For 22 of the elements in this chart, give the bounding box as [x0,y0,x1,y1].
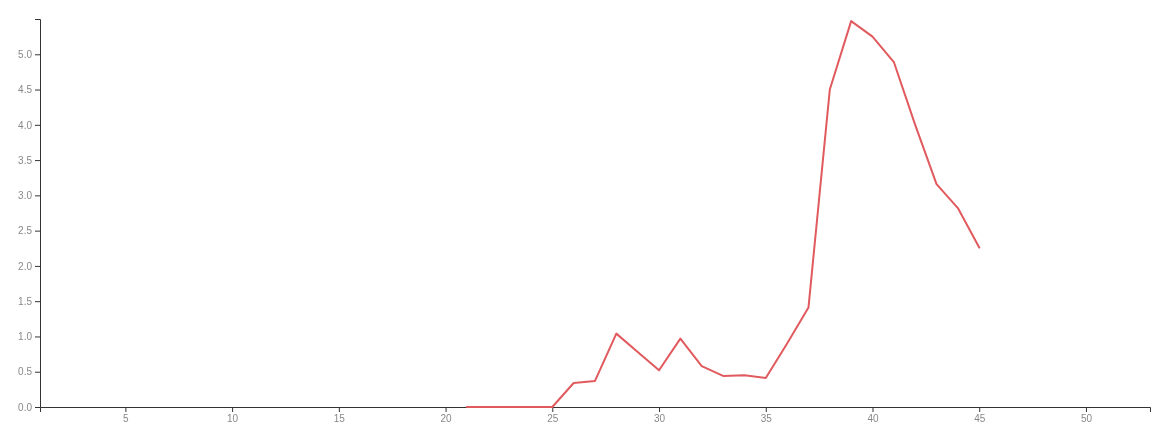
line-series [465,20,981,408]
x-tick-label: 40 [867,413,879,425]
y-tick-label: 0.5 [18,366,33,378]
x-tick-label: 50 [1080,413,1093,425]
y-tick-label: 4.0 [18,119,33,131]
y-tick-label: 1.5 [18,295,33,307]
x-tick-label: 15 [333,413,346,425]
y-tick-label: 4.5 [18,84,33,96]
y-tick-label: 3.5 [18,154,33,166]
x-tick-label: 10 [227,413,239,425]
y-tick-label: 3.0 [18,190,33,202]
x-tick-label: 5 [123,413,130,425]
y-tick-label: 2.5 [18,225,33,237]
x-tick-label: 20 [440,413,453,425]
y-tick-label: 0.0 [18,401,33,413]
y-tick-label: 5.0 [18,48,33,60]
y-tick-label: 1.0 [18,331,33,343]
x-tick-label: 30 [653,413,666,425]
y-tick-label: 2.0 [18,260,33,272]
x-tick-label: 25 [547,413,559,425]
x-tick-label: 35 [760,413,773,425]
x-tick-label: 45 [974,413,986,425]
